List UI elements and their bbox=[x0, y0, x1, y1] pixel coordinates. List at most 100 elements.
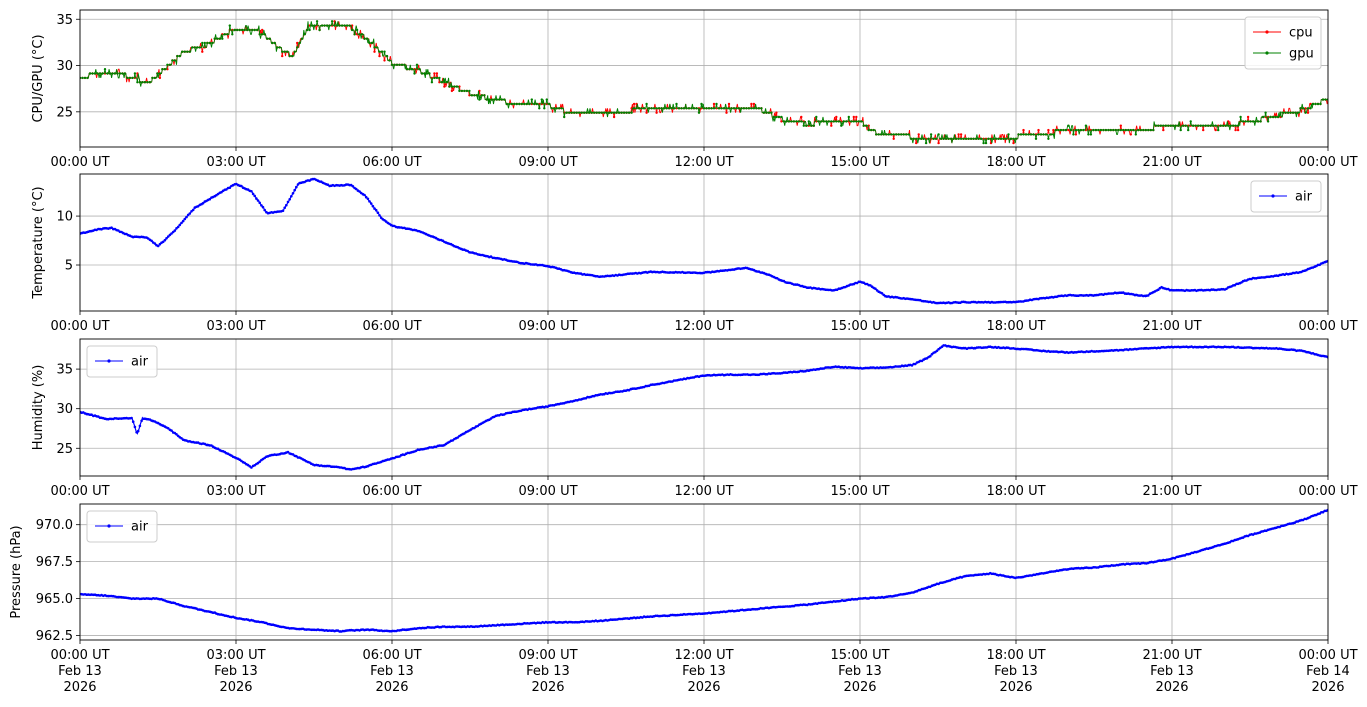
data-point bbox=[1301, 107, 1305, 110]
data-point bbox=[815, 115, 818, 119]
data-point bbox=[1084, 124, 1088, 127]
x-tick-label: 15:00 UT bbox=[830, 155, 889, 170]
data-point bbox=[1067, 128, 1070, 132]
plot-frame bbox=[79, 503, 1329, 641]
data-point bbox=[543, 107, 546, 110]
data-point bbox=[218, 37, 221, 40]
data-point bbox=[1072, 133, 1075, 136]
data-point bbox=[787, 120, 791, 123]
data-point bbox=[1147, 294, 1150, 297]
data-point bbox=[538, 107, 541, 110]
data-point bbox=[308, 28, 311, 32]
data-point bbox=[1224, 124, 1227, 127]
data-point bbox=[1274, 115, 1277, 119]
data-point bbox=[905, 133, 908, 136]
data-point bbox=[999, 137, 1003, 140]
data-point bbox=[315, 20, 319, 23]
data-point bbox=[1256, 120, 1260, 123]
data-point bbox=[223, 33, 226, 36]
data-point bbox=[732, 107, 736, 110]
data-point bbox=[450, 85, 454, 88]
data-point bbox=[914, 362, 917, 366]
data-point bbox=[158, 76, 162, 80]
data-point bbox=[605, 111, 608, 114]
data-point bbox=[473, 94, 476, 97]
data-point bbox=[1194, 124, 1197, 127]
data-point bbox=[343, 24, 346, 27]
data-point bbox=[959, 137, 963, 140]
data-point bbox=[283, 206, 287, 209]
data-point bbox=[138, 81, 142, 84]
data-point bbox=[548, 102, 551, 106]
data-point bbox=[1212, 124, 1215, 127]
data-point bbox=[273, 41, 276, 45]
data-point bbox=[181, 219, 185, 223]
data-point bbox=[635, 107, 638, 110]
data-point bbox=[1244, 120, 1247, 123]
data-point bbox=[880, 292, 884, 295]
data-point bbox=[852, 115, 855, 119]
data-point bbox=[1012, 141, 1015, 145]
data-point bbox=[465, 89, 469, 93]
data-point bbox=[915, 137, 918, 140]
data-point bbox=[600, 111, 603, 114]
data-point bbox=[720, 107, 723, 110]
data-point bbox=[640, 107, 643, 110]
data-point bbox=[800, 120, 803, 123]
data-point bbox=[755, 107, 758, 110]
data-point bbox=[1099, 128, 1103, 132]
data-point bbox=[448, 85, 451, 88]
data-point bbox=[1177, 124, 1180, 127]
data-point bbox=[627, 111, 631, 114]
data-point bbox=[1294, 111, 1297, 114]
data-point bbox=[1149, 128, 1153, 132]
data-point bbox=[1104, 128, 1108, 132]
data-point bbox=[131, 76, 134, 80]
data-point bbox=[1074, 133, 1078, 136]
data-point bbox=[153, 242, 157, 245]
data-point bbox=[780, 120, 783, 123]
data-point bbox=[652, 107, 656, 110]
data-point bbox=[428, 72, 431, 75]
data-point bbox=[655, 107, 658, 110]
data-point bbox=[877, 133, 880, 136]
data-point bbox=[353, 33, 356, 36]
data-point bbox=[170, 232, 173, 235]
data-point bbox=[261, 205, 265, 209]
data-point bbox=[505, 102, 508, 106]
data-point bbox=[900, 133, 903, 136]
data-point bbox=[1309, 107, 1312, 110]
data-point bbox=[825, 120, 828, 123]
data-point bbox=[765, 111, 768, 114]
data-point bbox=[565, 111, 568, 114]
y-tick-label: 35 bbox=[56, 13, 73, 28]
data-point bbox=[1064, 128, 1068, 132]
x-tick-label: 18:00 UT bbox=[986, 155, 1045, 170]
data-point bbox=[590, 111, 593, 114]
data-point bbox=[1234, 124, 1237, 127]
data-point bbox=[443, 85, 446, 88]
data-point bbox=[1129, 133, 1133, 136]
data-point bbox=[1162, 124, 1165, 127]
data-point bbox=[288, 54, 291, 58]
data-point bbox=[385, 54, 389, 58]
data-point bbox=[300, 37, 304, 40]
data-point bbox=[435, 72, 439, 75]
data-point bbox=[1259, 120, 1262, 123]
data-point bbox=[1052, 133, 1055, 136]
plot-frame bbox=[79, 9, 1329, 148]
data-point bbox=[1254, 120, 1257, 123]
data-point bbox=[982, 141, 985, 145]
data-point bbox=[712, 102, 716, 106]
data-point bbox=[695, 107, 698, 110]
data-point bbox=[96, 72, 99, 75]
data-point bbox=[540, 98, 543, 101]
data-point bbox=[1037, 128, 1040, 132]
series-markers-air bbox=[80, 177, 1328, 305]
data-point bbox=[240, 184, 243, 188]
data-point bbox=[443, 81, 446, 84]
data-point bbox=[820, 120, 823, 123]
data-point bbox=[563, 115, 566, 119]
data-point bbox=[944, 137, 948, 140]
data-point bbox=[890, 133, 893, 136]
